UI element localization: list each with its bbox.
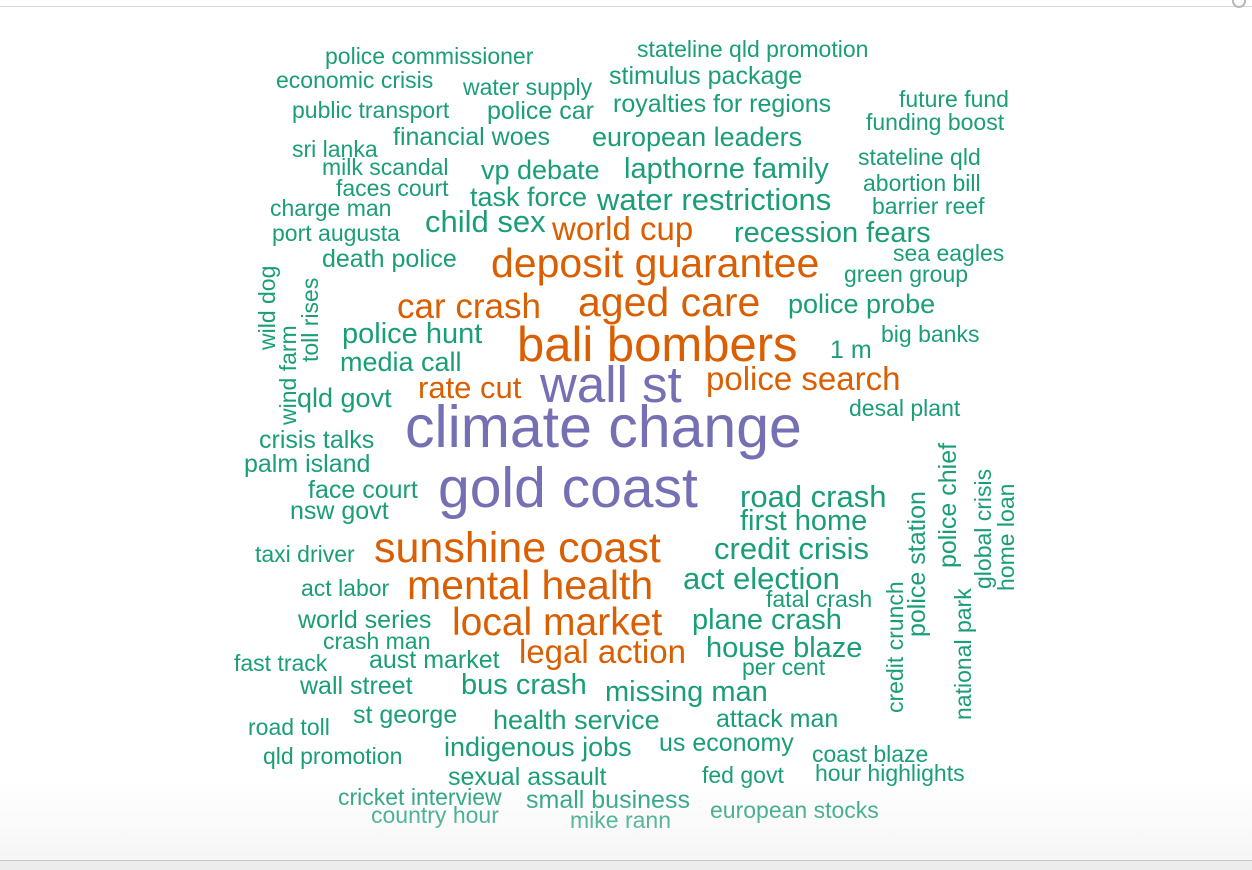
bottom-divider (0, 860, 1252, 861)
word-bali-bombers: bali bombers (517, 318, 798, 372)
word-police-chief: police chief (934, 442, 962, 568)
word-child-sex: child sex (425, 204, 546, 239)
word-car-crash: car crash (397, 287, 541, 326)
word-police-commissioner: police commissioner (325, 43, 534, 69)
word-green-group: green group (844, 261, 969, 287)
word-coast-blaze: coast blaze (812, 741, 929, 767)
word-fast-track: fast track (234, 650, 328, 676)
word-bus-crash: bus crash (461, 669, 587, 701)
word-charge-man: charge man (270, 195, 392, 221)
word-credit-crunch: credit crunch (882, 581, 908, 713)
word-death-police: death police (322, 245, 457, 273)
top-divider (0, 6, 1252, 7)
word-aust-market: aust market (369, 646, 500, 674)
corner-icon (1232, 0, 1246, 8)
word-nsw-govt: nsw govt (290, 497, 389, 525)
word-road-toll: road toll (248, 714, 330, 740)
word-future-fund: future fund (899, 86, 1009, 112)
word-health-service: health service (493, 705, 660, 735)
word-sri-lanka: sri lanka (292, 136, 378, 162)
word-crisis-talks: crisis talks (259, 426, 375, 454)
word-water-restrictions: water restrictions (597, 182, 832, 217)
word-economic-crisis: economic crisis (276, 67, 434, 93)
word-police-search: police search (706, 360, 901, 397)
word-legal-action: legal action (519, 633, 686, 670)
word-1-m: 1 m (830, 336, 872, 364)
word-abortion-bill: abortion bill (863, 170, 981, 196)
word-big-banks: big banks (881, 321, 980, 347)
word-first-home: first home (740, 505, 868, 537)
word-sea-eagles: sea eagles (893, 240, 1005, 266)
word-police-station: police station (903, 491, 931, 637)
word-police-hunt: police hunt (342, 318, 483, 350)
word-financial-woes: financial woes (393, 123, 551, 151)
word-mental-health: mental health (407, 562, 654, 608)
word-local-market: local market (452, 601, 663, 644)
word-aged-care: aged care (578, 279, 761, 325)
bottom-fade (0, 780, 1252, 860)
word-indigenous-jobs: indigenous jobs (444, 732, 632, 762)
word-crash-man: crash man (323, 628, 431, 654)
word-media-call: media call (340, 347, 462, 377)
word-deposit-guarantee: deposit guarantee (491, 240, 820, 286)
word-missing-man: missing man (605, 676, 768, 708)
word-water-supply: water supply (463, 74, 593, 100)
word-qld-promotion: qld promotion (263, 743, 403, 769)
word-desal-plant: desal plant (849, 395, 961, 421)
word-per-cent: per cent (742, 654, 826, 680)
word-attack-man: attack man (716, 705, 839, 733)
word-climate-change: climate change (405, 394, 802, 460)
word-world-cup: world cup (552, 210, 694, 247)
word-wall-st: wall st (540, 356, 682, 413)
word-recession-fears: recession fears (734, 217, 931, 249)
word-palm-island: palm island (244, 450, 371, 478)
word-hour-highlights: hour highlights (815, 760, 965, 786)
word-police-car: police car (487, 97, 594, 125)
word-face-court: face court (308, 476, 418, 504)
word-house-blaze: house blaze (706, 632, 863, 664)
word-milk-scandal: milk scandal (322, 154, 449, 180)
word-world-series: world series (298, 606, 432, 634)
word-national-park: national park (950, 588, 976, 720)
bottom-bar (0, 861, 1252, 870)
word-gold-coast: gold coast (438, 456, 698, 520)
word-home-loan: home loan (993, 483, 1019, 591)
word-stateline-qld-promotion: stateline qld promotion (637, 36, 869, 62)
word-us-economy: us economy (659, 729, 794, 757)
word-stimulus-package: stimulus package (609, 62, 803, 90)
word-fatal-crash: fatal crash (766, 586, 873, 612)
word-taxi-driver: taxi driver (255, 541, 355, 567)
word-european-leaders: european leaders (592, 122, 803, 152)
word-task-force: task force (470, 182, 588, 212)
word-police-probe: police probe (788, 289, 936, 319)
word-toll-rises: toll rises (297, 277, 323, 362)
word-barrier-reef: barrier reef (872, 193, 985, 219)
word-funding-boost: funding boost (866, 109, 1005, 135)
word-rate-cut: rate cut (418, 370, 522, 405)
word-faces-court: faces court (336, 175, 449, 201)
word-road-crash: road crash (740, 479, 887, 514)
word-credit-crisis: credit crisis (714, 531, 870, 566)
word-act-labor: act labor (301, 575, 390, 601)
word-port-augusta: port augusta (272, 220, 400, 246)
word-lapthorne-family: lapthorne family (624, 153, 829, 185)
word-vp-debate: vp debate (481, 155, 600, 185)
word-global-crisis: global crisis (970, 468, 996, 589)
word-plane-crash: plane crash (692, 604, 842, 636)
word-sunshine-coast: sunshine coast (374, 524, 661, 572)
word-royalties-for-regions: royalties for regions (613, 90, 832, 118)
word-st-george: st george (353, 701, 458, 729)
word-wall-street: wall street (300, 672, 413, 700)
word-qld-govt: qld govt (297, 383, 392, 413)
word-act-election: act election (683, 561, 840, 596)
word-public-transport: public transport (292, 97, 450, 123)
word-stateline-qld: stateline qld (858, 144, 981, 170)
